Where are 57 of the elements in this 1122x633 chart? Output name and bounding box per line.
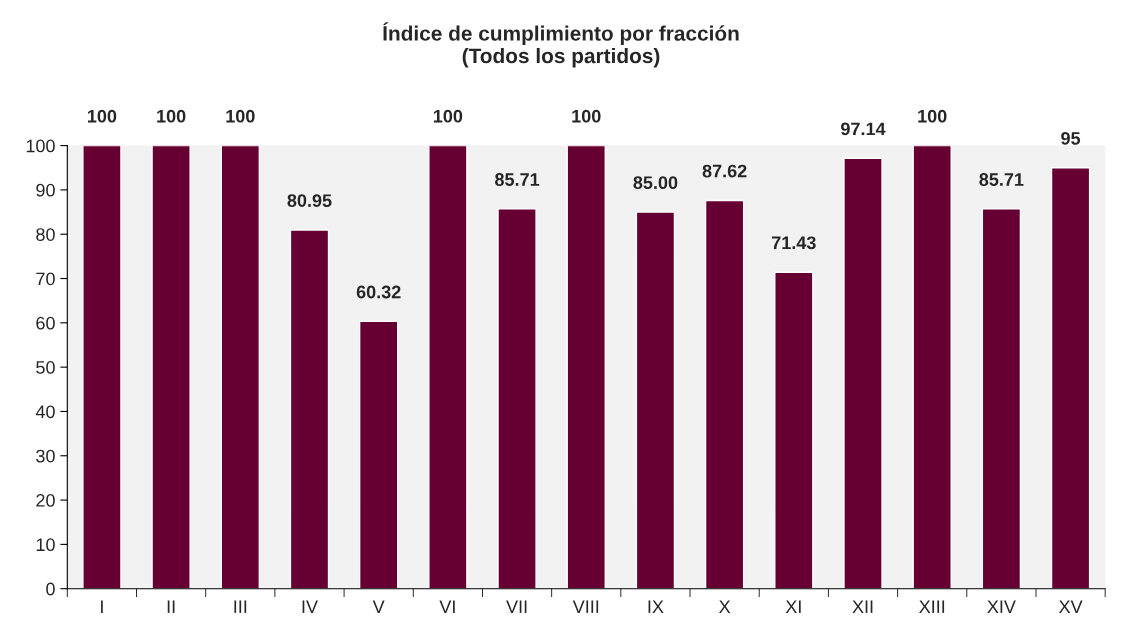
x-tick-label: XIII xyxy=(919,600,945,613)
bar xyxy=(981,208,1022,589)
x-tick-label: XIV xyxy=(987,600,1016,613)
bar xyxy=(1050,167,1091,589)
data-label: 100 xyxy=(226,109,255,123)
x-tick-label: XI xyxy=(785,600,801,613)
bar xyxy=(912,145,952,589)
x-tick-label: I xyxy=(101,600,103,613)
x-tick-label: IV xyxy=(302,600,318,613)
bar xyxy=(358,320,399,589)
x-tick-label: VI xyxy=(439,600,455,613)
x-tick-label: X xyxy=(719,600,731,613)
data-label: 60.32 xyxy=(356,285,401,299)
bar xyxy=(635,211,676,589)
bar xyxy=(843,157,883,589)
bar xyxy=(774,271,814,589)
y-tick-label: 70 xyxy=(36,272,55,286)
x-tick-label: III xyxy=(234,600,247,613)
y-tick-label: 30 xyxy=(36,449,55,463)
data-label: 80.95 xyxy=(287,194,332,207)
data-label: 100 xyxy=(433,109,463,123)
chart-title: Índice de cumplimiento por fracción (Todos los partidos) xyxy=(383,22,739,68)
bar xyxy=(82,145,122,589)
x-tick-label: VII xyxy=(506,600,527,613)
y-tick-label: 60 xyxy=(36,316,55,330)
y-tick-label: 80 xyxy=(36,228,55,241)
data-label: 97.14 xyxy=(841,122,886,136)
x-tick-label: V xyxy=(372,600,385,613)
y-tick-label: 40 xyxy=(35,405,55,419)
data-label: 85.71 xyxy=(495,173,540,186)
data-label: 85.71 xyxy=(979,173,1024,186)
data-label: 95 xyxy=(1061,131,1081,145)
bar xyxy=(497,208,537,589)
x-tick-label: II xyxy=(167,600,175,613)
data-label: 100 xyxy=(87,109,117,123)
y-tick-label: 0 xyxy=(46,582,55,596)
y-tick-label: 50 xyxy=(36,361,55,374)
x-tick-label: IX xyxy=(648,600,664,613)
data-label: 100 xyxy=(918,109,947,123)
x-tick-label: XII xyxy=(852,600,873,613)
data-label: 87.62 xyxy=(702,164,747,178)
bar xyxy=(704,199,745,589)
bar xyxy=(220,145,261,589)
bar xyxy=(428,145,468,589)
bar xyxy=(289,229,330,589)
x-tick-label: VIII xyxy=(572,600,599,613)
data-label: 85.00 xyxy=(633,176,678,190)
data-label: 71.43 xyxy=(772,236,816,250)
bar xyxy=(151,145,191,589)
bar xyxy=(566,145,606,589)
data-label: 100 xyxy=(572,109,601,123)
y-tick-label: 10 xyxy=(36,538,55,552)
y-tick-label: 20 xyxy=(36,494,55,507)
x-tick-label: XV xyxy=(1058,600,1083,613)
data-label: 100 xyxy=(157,109,186,123)
y-tick-label: 100 xyxy=(26,139,55,153)
y-tick-label: 90 xyxy=(36,183,55,197)
